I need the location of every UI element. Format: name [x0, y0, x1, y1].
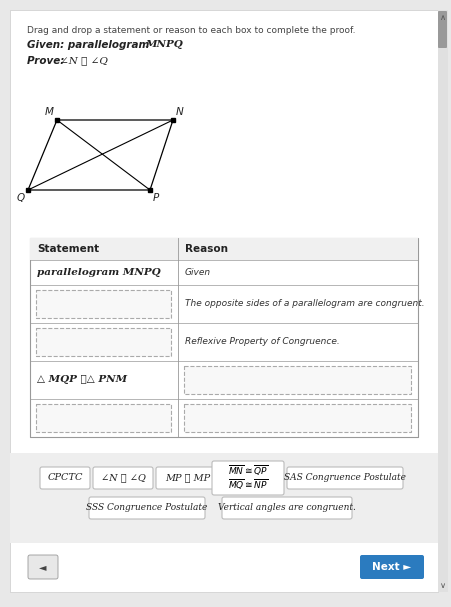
FancyBboxPatch shape	[287, 467, 403, 489]
Text: $\overline{MQ} \cong \overline{NP}$: $\overline{MQ} \cong \overline{NP}$	[228, 478, 268, 492]
Text: MNPQ: MNPQ	[145, 40, 183, 49]
Bar	[438, 10, 448, 592]
Text: P: P	[153, 193, 159, 203]
Text: $\overline{MN} \cong \overline{QP}$: $\overline{MN} \cong \overline{QP}$	[228, 464, 268, 478]
Text: Drag and drop a statement or reason to each box to complete the proof.: Drag and drop a statement or reason to e…	[27, 26, 355, 35]
Text: △ MQP ≅△ PNM: △ MQP ≅△ PNM	[37, 376, 127, 384]
FancyBboxPatch shape	[212, 461, 284, 495]
FancyBboxPatch shape	[360, 555, 424, 579]
FancyBboxPatch shape	[222, 497, 352, 519]
Text: The opposite sides of a parallelogram are congruent.: The opposite sides of a parallelogram ar…	[185, 299, 425, 308]
Text: Prove:: Prove:	[27, 56, 68, 66]
Text: SSS Congruence Postulate: SSS Congruence Postulate	[86, 503, 208, 512]
FancyBboxPatch shape	[36, 290, 171, 318]
Text: Statement: Statement	[37, 244, 99, 254]
Text: Vertical angles are congruent.: Vertical angles are congruent.	[218, 503, 356, 512]
Text: ∠N ≅ ∠Q: ∠N ≅ ∠Q	[60, 56, 108, 65]
Text: Q: Q	[17, 193, 25, 203]
FancyBboxPatch shape	[184, 366, 411, 394]
FancyBboxPatch shape	[93, 467, 153, 489]
FancyBboxPatch shape	[438, 11, 447, 48]
Text: ◄: ◄	[39, 562, 47, 572]
Text: M: M	[45, 107, 54, 117]
Text: ∧: ∧	[440, 13, 446, 22]
FancyBboxPatch shape	[28, 555, 58, 579]
FancyBboxPatch shape	[36, 328, 171, 356]
Bar	[30, 238, 418, 260]
Text: MP ≅ MP: MP ≅ MP	[166, 473, 211, 483]
Text: parallelogram MNPQ: parallelogram MNPQ	[37, 268, 161, 277]
Text: CPCTC: CPCTC	[47, 473, 83, 483]
Text: ∨: ∨	[440, 581, 446, 590]
FancyBboxPatch shape	[40, 467, 90, 489]
Text: SAS Congruence Postulate: SAS Congruence Postulate	[284, 473, 406, 483]
Text: ∠N ≅ ∠Q: ∠N ≅ ∠Q	[101, 473, 145, 483]
FancyBboxPatch shape	[10, 10, 438, 592]
FancyBboxPatch shape	[156, 467, 220, 489]
FancyBboxPatch shape	[184, 404, 411, 432]
FancyBboxPatch shape	[36, 404, 171, 432]
Bar	[30, 238, 418, 437]
Text: N: N	[176, 107, 184, 117]
Text: Reason: Reason	[185, 244, 228, 254]
Bar	[10, 453, 438, 543]
Text: Reflexive Property of Congruence.: Reflexive Property of Congruence.	[185, 337, 340, 347]
FancyBboxPatch shape	[89, 497, 205, 519]
Text: Given: Given	[185, 268, 211, 277]
Text: Given: parallelogram: Given: parallelogram	[27, 40, 153, 50]
Text: Next ►: Next ►	[373, 562, 412, 572]
